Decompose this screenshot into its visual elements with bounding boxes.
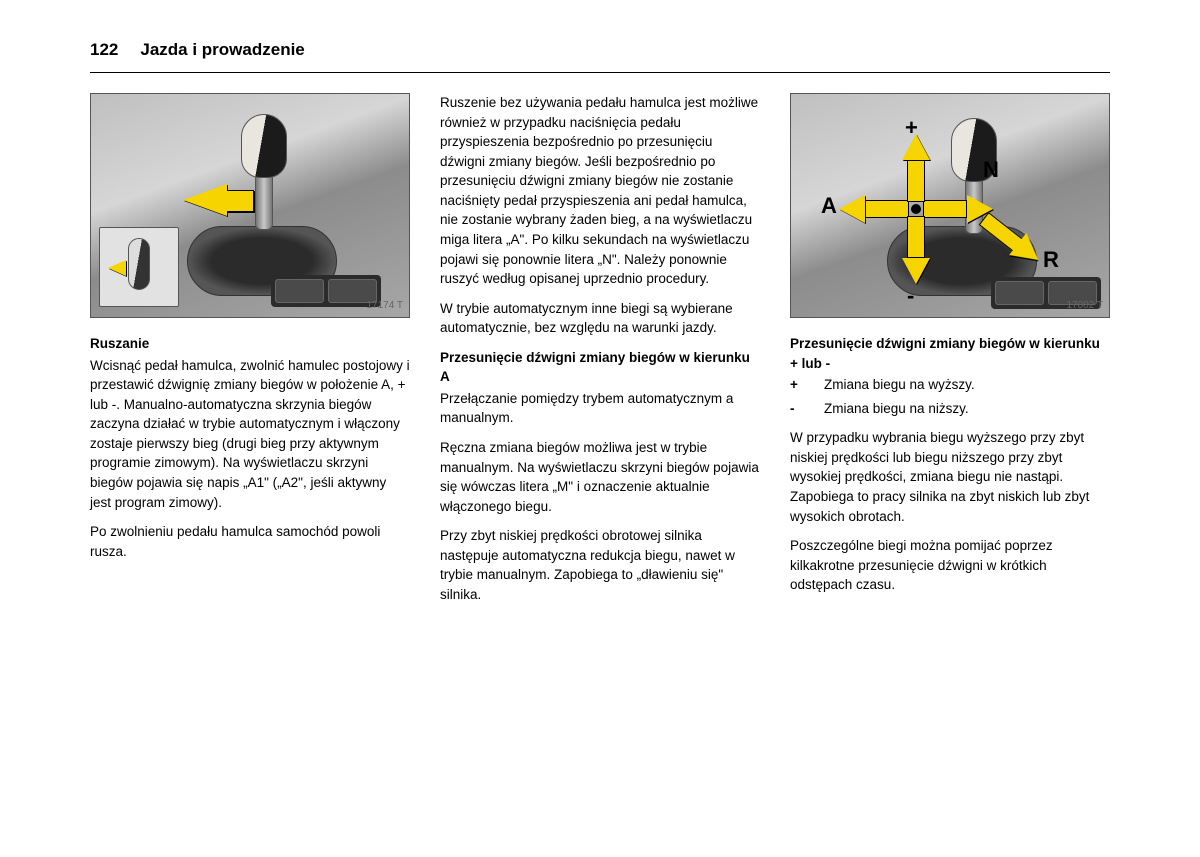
body-text: Ręczna zmiana biegów możliwa jest w tryb… xyxy=(440,438,760,516)
definition-text: Zmiana biegu na niższy. xyxy=(824,399,969,419)
figure-gear-lever-left: 17174 T xyxy=(90,93,410,318)
figure-id: 17002 T xyxy=(1066,299,1103,314)
symbol-minus: - xyxy=(790,399,808,419)
page-number: 122 xyxy=(90,40,118,60)
column-2: Ruszenie bez używania pedału hamulca jes… xyxy=(440,93,760,615)
body-text: Po zwolnieniu pedału hamulca samochód po… xyxy=(90,522,410,561)
body-text: Wcisnąć pedał hamulca, zwolnić hamulec p… xyxy=(90,356,410,513)
definition-list: + Zmiana biegu na wyższy. - Zmiana biegu… xyxy=(790,375,1110,418)
content-columns: 17174 T Ruszanie Wcisnąć pedał hamulca, … xyxy=(90,93,1110,615)
body-text: Przełączanie pomiędzy trybem automatyczn… xyxy=(440,389,760,428)
label-plus: + xyxy=(905,112,918,144)
column-1: 17174 T Ruszanie Wcisnąć pedał hamulca, … xyxy=(90,93,410,615)
body-text: W trybie automatycznym inne biegi są wyb… xyxy=(440,299,760,338)
body-text: Poszczególne biegi można pomijać poprzez… xyxy=(790,536,1110,595)
figure-inset xyxy=(99,227,179,307)
label-minus: - xyxy=(907,280,914,312)
heading-plus-minus: Przesunięcie dźwigni zmiany biegów w kie… xyxy=(790,334,1110,373)
label-R: R xyxy=(1043,244,1059,276)
symbol-plus: + xyxy=(790,375,808,395)
body-text: W przypadku wybrania biegu wyższego przy… xyxy=(790,428,1110,526)
label-N: N xyxy=(983,154,999,186)
column-3: A N R + - 17002 T Przesunięcie dźwigni z… xyxy=(790,93,1110,615)
section-title: Jazda i prowadzenie xyxy=(140,40,304,60)
label-A: A xyxy=(821,190,837,222)
figure-gear-lever-right: A N R + - 17002 T xyxy=(790,93,1110,318)
definition-text: Zmiana biegu na wyższy. xyxy=(824,375,975,395)
figure-id: 17174 T xyxy=(366,299,403,314)
page-header: 122 Jazda i prowadzenie xyxy=(90,40,1110,73)
heading-ruszanie: Ruszanie xyxy=(90,334,410,354)
heading-kierunek-a: Przesunięcie dźwigni zmiany biegów w kie… xyxy=(440,348,760,387)
body-text: Przy zbyt niskiej prędkości obrotowej si… xyxy=(440,526,760,604)
body-text: Ruszenie bez używania pedału hamulca jes… xyxy=(440,93,760,289)
